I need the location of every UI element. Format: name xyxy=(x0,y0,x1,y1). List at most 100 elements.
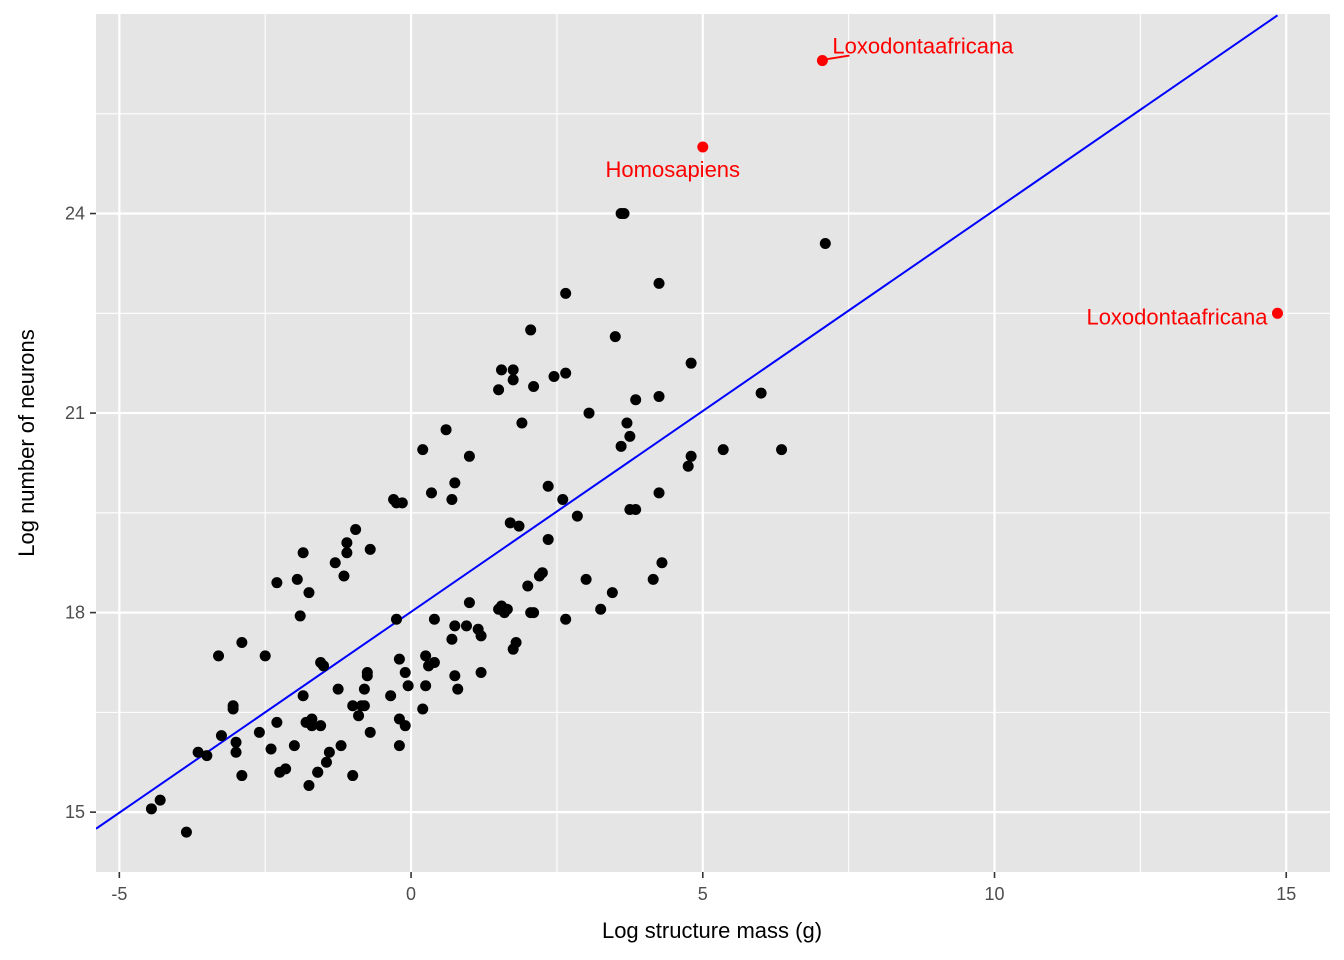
data-point xyxy=(653,487,665,499)
data-point xyxy=(525,324,537,336)
data-point xyxy=(446,494,458,506)
data-point xyxy=(320,756,332,768)
x-tick-label: 0 xyxy=(406,884,416,904)
data-point xyxy=(341,537,353,549)
data-point xyxy=(819,237,831,249)
data-point xyxy=(291,573,303,585)
data-point xyxy=(493,384,505,396)
data-point xyxy=(653,390,665,402)
data-point xyxy=(528,380,540,392)
data-point xyxy=(399,720,411,732)
data-point xyxy=(609,331,621,343)
data-point xyxy=(236,637,248,649)
data-point xyxy=(390,613,402,625)
y-axis-title: Log number of neurons xyxy=(14,329,39,557)
data-point xyxy=(656,557,668,569)
data-point xyxy=(154,794,166,806)
data-point xyxy=(417,703,429,715)
data-point xyxy=(463,450,475,462)
regression-line-group xyxy=(96,14,1279,830)
data-point xyxy=(213,650,225,662)
data-point xyxy=(297,690,309,702)
data-point xyxy=(647,573,659,585)
data-point xyxy=(341,547,353,559)
data-point xyxy=(364,543,376,555)
data-point xyxy=(446,633,458,645)
data-point xyxy=(396,497,408,509)
data-point xyxy=(271,577,283,589)
data-point xyxy=(449,670,461,682)
data-points xyxy=(145,208,831,838)
x-tick-label: 5 xyxy=(698,884,708,904)
data-point xyxy=(653,277,665,289)
label-leader-line xyxy=(824,54,850,61)
data-point xyxy=(606,587,618,599)
data-point xyxy=(253,726,265,738)
data-point xyxy=(630,394,642,406)
data-point xyxy=(595,603,607,615)
data-point xyxy=(685,357,697,369)
point-label: Loxodontaafricana xyxy=(1086,304,1268,329)
data-point xyxy=(560,287,572,299)
data-point xyxy=(755,387,767,399)
data-point xyxy=(364,726,376,738)
data-point xyxy=(385,690,397,702)
data-point xyxy=(463,597,475,609)
data-point xyxy=(271,716,283,728)
data-point xyxy=(402,680,414,692)
data-point xyxy=(548,370,560,382)
highlighted-points: Loxodontaafricana Homosapiens Loxodontaafr… xyxy=(606,34,1283,329)
data-point xyxy=(621,417,633,429)
data-point xyxy=(358,683,370,695)
data-point xyxy=(303,780,315,792)
data-point xyxy=(513,520,525,532)
minor-gridlines xyxy=(96,14,1330,872)
data-point xyxy=(323,746,335,758)
data-point xyxy=(557,494,569,506)
point-label: Homosapiens xyxy=(606,157,741,182)
data-point xyxy=(428,656,440,668)
x-axis-title: Log structure mass (g) xyxy=(602,918,822,943)
data-point xyxy=(452,683,464,695)
data-point xyxy=(428,613,440,625)
data-point xyxy=(510,637,522,649)
data-point xyxy=(504,517,516,529)
major-gridlines xyxy=(96,14,1330,872)
data-point xyxy=(227,703,239,715)
data-point xyxy=(361,666,373,678)
data-point xyxy=(358,700,370,712)
data-point xyxy=(425,487,437,499)
data-point xyxy=(180,826,192,838)
data-point xyxy=(495,364,507,376)
data-point xyxy=(542,533,554,545)
data-point xyxy=(776,444,788,456)
data-point xyxy=(350,523,362,535)
data-point xyxy=(312,766,324,778)
data-point xyxy=(297,547,309,559)
data-point xyxy=(440,424,452,436)
highlighted-point xyxy=(697,141,709,153)
data-point xyxy=(449,477,461,489)
data-point xyxy=(347,770,359,782)
data-point xyxy=(230,736,242,748)
data-point xyxy=(393,740,405,752)
data-point xyxy=(580,573,592,585)
data-point xyxy=(542,480,554,492)
data-point xyxy=(516,417,528,429)
data-point xyxy=(192,746,204,758)
x-tick-label: 10 xyxy=(984,884,1004,904)
data-point xyxy=(420,680,432,692)
data-point xyxy=(528,607,540,619)
data-point xyxy=(560,613,572,625)
axes: -5 0 5 10 15 15 18 21 24 xyxy=(65,204,1296,904)
data-point xyxy=(329,557,341,569)
data-point xyxy=(615,440,627,452)
data-point xyxy=(315,720,327,732)
point-label: Loxodontaafricana xyxy=(832,34,1014,59)
data-point xyxy=(347,700,359,712)
data-point xyxy=(318,660,330,672)
plot-panel xyxy=(96,14,1330,872)
y-tick-label: 24 xyxy=(65,204,85,224)
data-point xyxy=(682,460,694,472)
